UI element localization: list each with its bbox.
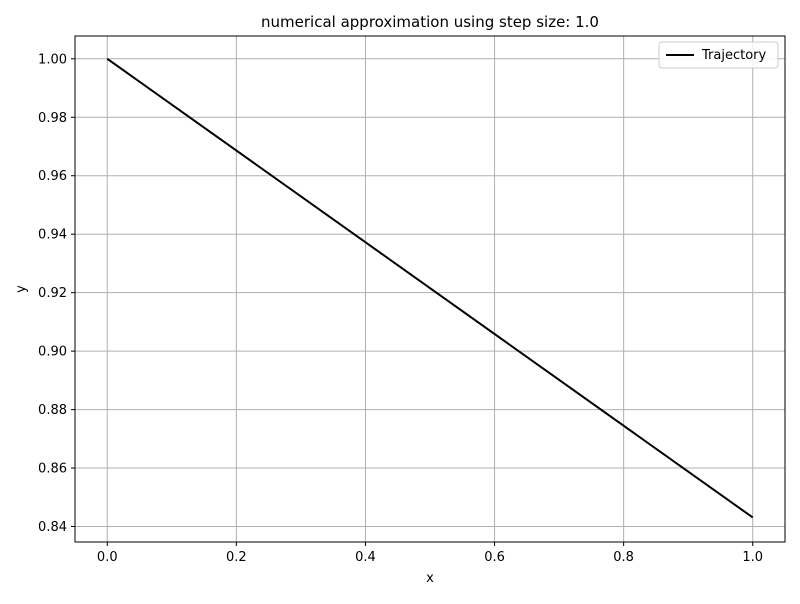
chart-title: numerical approximation using step size:… (261, 13, 599, 31)
y-tick-label: 0.88 (38, 403, 67, 418)
x-axis: 0.0 0.2 0.4 0.6 0.8 1.0 (97, 542, 763, 565)
y-axis-label: y (14, 285, 29, 293)
x-tick-label: 0.2 (226, 550, 247, 565)
y-tick-label: 0.84 (38, 520, 67, 535)
x-tick-label: 0.8 (613, 550, 634, 565)
y-tick-label: 0.96 (38, 169, 67, 184)
y-tick-label: 0.98 (38, 111, 67, 126)
y-tick-label: 1.00 (38, 52, 67, 67)
y-tick-label: 0.86 (38, 462, 67, 477)
grid (75, 36, 785, 542)
x-tick-label: 0.0 (97, 550, 118, 565)
plot-frame (74, 35, 786, 543)
x-tick-label: 1.0 (742, 550, 763, 565)
series-layer (106, 57, 754, 519)
legend-box (658, 41, 779, 69)
series-line-trajectory (106, 57, 754, 519)
y-tick-label: 0.90 (38, 345, 67, 360)
legend: Trajectory (658, 41, 779, 69)
x-tick-label: 0.6 (484, 550, 505, 565)
y-tick-label: 0.92 (38, 286, 67, 301)
x-axis-label: x (426, 571, 434, 586)
x-tick-label: 0.4 (355, 550, 376, 565)
y-tick-label: 0.94 (38, 228, 67, 243)
y-axis: 0.84 0.86 0.88 0.90 0.92 0.94 0.96 0.98 1.00 (38, 52, 75, 535)
legend-label: Trajectory (701, 48, 766, 63)
